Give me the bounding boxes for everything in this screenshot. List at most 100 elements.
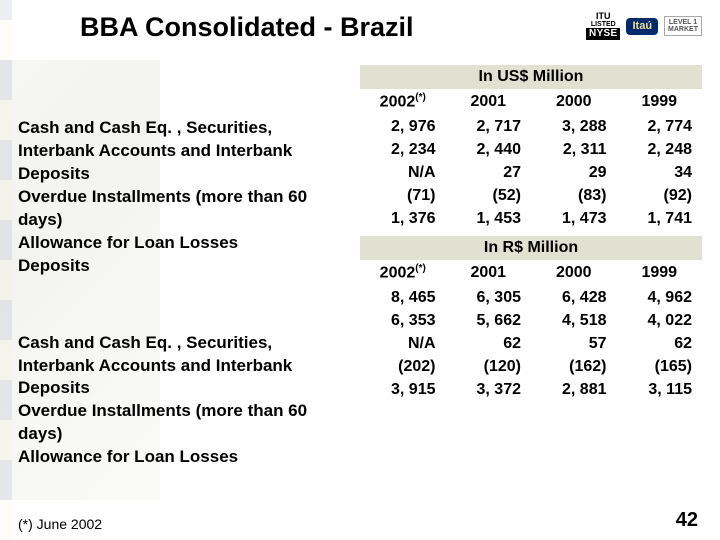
data-cell: 1, 453 [446,210,532,228]
year-cell: 2002(*) [360,263,446,282]
data-cell: 1, 473 [531,210,617,228]
data-row: 3, 915 3, 372 2, 881 3, 115 [360,378,702,401]
data-row: (202) (120) (162) (165) [360,355,702,378]
data-grid-brl: 8, 465 6, 305 6, 428 4, 962 6, 353 5, 66… [360,286,702,401]
year-cell: 2000 [531,93,617,111]
year-text: 2002 [380,265,416,282]
logo-itau: Itaú [626,18,658,35]
data-cell: (52) [446,187,532,205]
data-cell: 6, 305 [446,289,532,307]
data-cell: 2, 774 [617,118,703,136]
data-cell: 2, 440 [446,141,532,159]
label-line: Overdue Installments (more than 60 [18,400,360,423]
data-cell: (71) [360,187,446,205]
data-cell: 4, 962 [617,289,703,307]
footnote: (*) June 2002 [18,516,102,532]
label-line: Cash and Cash Eq. , Securities, [18,117,360,140]
data-cell: 3, 288 [531,118,617,136]
data-cell: 4, 518 [531,312,617,330]
data-row: N/A 27 29 34 [360,161,702,184]
data-cell: 34 [617,164,703,182]
unit-bar-brl: In R$ Million [360,236,702,260]
year-row-1: 2002(*) 2001 2000 1999 [360,89,702,115]
data-cell: 1, 376 [360,210,446,228]
data-cell: 2, 976 [360,118,446,136]
data-cell: 3, 115 [617,381,703,399]
year-sup: (*) [415,92,426,103]
year-cell: 2000 [531,264,617,282]
label-line: Interbank Accounts and Interbank [18,355,360,378]
data-row: 6, 353 5, 662 4, 518 4, 022 [360,309,702,332]
logo-itu-nyse: ITU LISTED NYSE [586,12,620,40]
data-row: 8, 465 6, 305 6, 428 4, 962 [360,286,702,309]
data-cell: 2, 248 [617,141,703,159]
label-line: Allowance for Loan Losses [18,232,360,255]
year-row-2: 2002(*) 2001 2000 1999 [360,260,702,286]
data-cell: 2, 311 [531,141,617,159]
logo-itu-text: ITU [596,12,611,21]
data-cell: 1, 741 [617,210,703,228]
label-block-1: Cash and Cash Eq. , Securities, Interban… [18,117,360,278]
slide-container: BBA Consolidated - Brazil ITU LISTED NYS… [0,0,720,540]
data-cell: (162) [531,358,617,376]
year-cell: 1999 [617,93,703,111]
page-number: 42 [676,509,698,532]
row-labels-column: Cash and Cash Eq. , Securities, Interban… [18,65,360,475]
logo-cluster: ITU LISTED NYSE Itaú LEVEL 1 MARKET [586,12,702,40]
data-cell: (165) [617,358,703,376]
header-row: BBA Consolidated - Brazil ITU LISTED NYS… [18,12,702,43]
data-cell: 6, 353 [360,312,446,330]
label-line: Deposits [18,163,360,186]
year-cell: 1999 [617,264,703,282]
data-cell: (83) [531,187,617,205]
data-row: N/A 62 57 62 [360,332,702,355]
data-cell: 2, 234 [360,141,446,159]
year-cell: 2001 [446,264,532,282]
data-grid-usd: 2, 976 2, 717 3, 288 2, 774 2, 234 2, 44… [360,115,702,230]
data-cell: (92) [617,187,703,205]
label-line: Interbank Accounts and Interbank [18,140,360,163]
logo-itu-sub: LISTED [591,21,616,28]
label-line: Overdue Installments (more than 60 [18,186,360,209]
year-text: 2002 [380,94,416,111]
data-cell: N/A [360,164,446,182]
data-cell: 2, 881 [531,381,617,399]
logo-market-top: LEVEL 1 [669,19,697,26]
data-cell: 6, 428 [531,289,617,307]
label-line: Cash and Cash Eq. , Securities, [18,332,360,355]
year-cell: 2002(*) [360,92,446,111]
data-cell: N/A [360,335,446,353]
data-cell: (202) [360,358,446,376]
content-area: Cash and Cash Eq. , Securities, Interban… [18,65,702,475]
data-cell: 29 [531,164,617,182]
label-line: Allowance for Loan Losses [18,446,360,469]
data-row: 1, 376 1, 453 1, 473 1, 741 [360,207,702,230]
data-cell: 2, 717 [446,118,532,136]
data-cell: (120) [446,358,532,376]
logo-market: LEVEL 1 MARKET [664,16,702,36]
unit-bar-usd: In US$ Million [360,65,702,89]
logo-nyse: NYSE [586,28,620,40]
data-cell: 4, 022 [617,312,703,330]
year-sup: (*) [415,263,426,274]
data-cell: 57 [531,335,617,353]
data-row: 2, 976 2, 717 3, 288 2, 774 [360,115,702,138]
label-line: days) [18,423,360,446]
data-cell: 8, 465 [360,289,446,307]
data-row: (71) (52) (83) (92) [360,184,702,207]
label-line: Deposits [18,377,360,400]
data-row: 2, 234 2, 440 2, 311 2, 248 [360,138,702,161]
data-area: In US$ Million 2002(*) 2001 2000 1999 2,… [360,65,702,475]
data-cell: 3, 372 [446,381,532,399]
slide-title: BBA Consolidated - Brazil [18,12,414,43]
label-line: days) [18,209,360,232]
data-cell: 3, 915 [360,381,446,399]
data-cell: 27 [446,164,532,182]
data-cell: 62 [446,335,532,353]
logo-market-bottom: MARKET [668,26,698,33]
data-cell: 5, 662 [446,312,532,330]
data-cell: 62 [617,335,703,353]
year-cell: 2001 [446,93,532,111]
label-block-2: Cash and Cash Eq. , Securities, Interban… [18,332,360,470]
label-line: Deposits [18,255,360,278]
